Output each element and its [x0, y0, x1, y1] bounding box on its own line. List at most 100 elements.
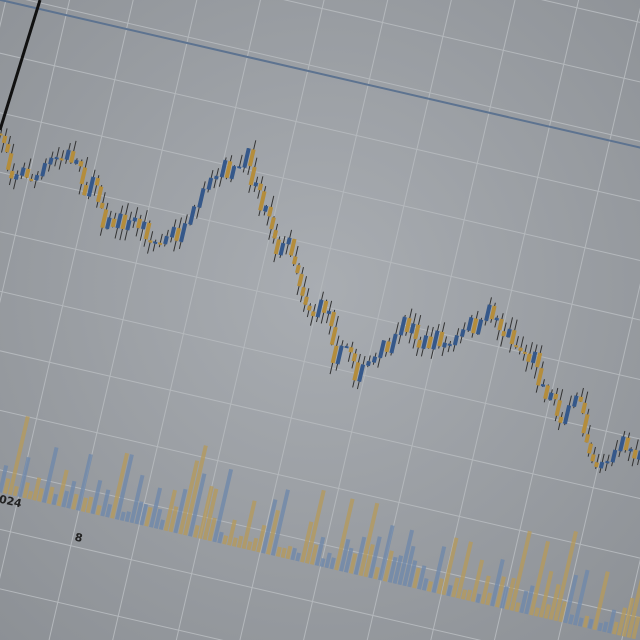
candle-body: [535, 352, 543, 368]
volume-bar: [324, 552, 332, 569]
candle-body: [286, 237, 292, 245]
candle-body: [110, 218, 117, 228]
candle-body: [572, 395, 579, 407]
candle-body: [132, 217, 138, 222]
volume-bar: [431, 546, 447, 593]
volume-bar: [266, 509, 281, 555]
candle-body: [452, 335, 459, 346]
candle-wick: [132, 207, 139, 229]
candle-wick: [518, 336, 524, 355]
candle-body: [518, 347, 523, 352]
volume-bar: [514, 602, 521, 613]
candle-body: [28, 178, 34, 182]
volume-bar: [149, 487, 163, 528]
volume-bar: [241, 500, 257, 550]
candle-wick: [637, 442, 640, 466]
volume-bar: [236, 535, 244, 549]
grid-line: [0, 206, 640, 411]
candle-body: [247, 148, 256, 167]
volume-bar: [358, 502, 380, 577]
candle-body: [494, 317, 499, 321]
candle-body: [348, 346, 354, 353]
candle-body: [623, 437, 631, 451]
volume-bar: [76, 453, 93, 511]
volume-bar: [533, 607, 540, 617]
candle-body: [188, 206, 197, 225]
candle-body: [628, 448, 633, 452]
candle-body: [267, 206, 274, 217]
volume-bar: [426, 581, 433, 592]
volume-bar: [212, 468, 234, 543]
volume-bar: [37, 487, 44, 502]
candle-body: [64, 149, 71, 161]
candle-body: [584, 433, 591, 443]
volume-bar: [412, 567, 421, 589]
volume-bar: [363, 543, 375, 578]
volume-bar: [0, 464, 9, 493]
candle-body: [540, 383, 546, 387]
volume-bar: [251, 537, 259, 552]
candle-body: [581, 413, 590, 434]
volume-bar: [538, 570, 554, 618]
candle-body: [328, 311, 337, 327]
volume-bar: [621, 597, 635, 637]
volume-bar: [421, 578, 429, 591]
candle-body: [326, 310, 332, 315]
volume-bar: [309, 544, 319, 565]
candle-body: [78, 160, 84, 167]
candle-body: [59, 157, 64, 161]
candle-body: [366, 360, 371, 367]
candle-wick: [13, 170, 19, 190]
volume-bar: [275, 546, 282, 557]
volume-bar: [382, 550, 394, 582]
volume-bar: [114, 454, 134, 520]
volume-bar: [129, 474, 145, 524]
candle-body: [99, 202, 105, 209]
grid-line: [0, 489, 640, 640]
volume-bar: [529, 540, 551, 616]
volume-bar: [66, 480, 77, 509]
volume-bar: [90, 479, 103, 515]
candle-body: [413, 324, 421, 340]
candle-body: [257, 183, 264, 191]
candle-body: [169, 226, 177, 238]
volume-bar: [543, 603, 551, 619]
candle-body: [526, 353, 532, 363]
candle-body: [13, 173, 19, 180]
volume-bar: [348, 553, 358, 574]
volume-bar: [397, 529, 415, 586]
candle-wick: [238, 154, 243, 169]
volume-bar: [2, 478, 11, 495]
grid-line: [0, 263, 640, 467]
volume-bar: [524, 585, 535, 615]
volume-bar: [378, 524, 395, 581]
volume-bar: [231, 537, 238, 547]
candle-body: [535, 367, 544, 386]
volume-bar: [494, 576, 506, 608]
candles: [0, 128, 640, 474]
volume-bar: [153, 508, 163, 529]
volume-bar: [280, 547, 287, 559]
candle-body: [295, 264, 301, 274]
candle-body: [300, 286, 306, 297]
volume-bar: [183, 445, 208, 536]
volume-bar: [465, 589, 473, 601]
candle-body: [389, 333, 398, 354]
volume-bar: [168, 506, 179, 533]
volume-bar: [587, 618, 594, 629]
candle-body: [426, 336, 434, 349]
grid-line: [0, 37, 640, 241]
candle-body: [9, 170, 15, 179]
volume-bar: [436, 578, 444, 595]
volume-bar: [470, 559, 485, 602]
volume-bar: [27, 490, 34, 500]
candle-body: [273, 239, 282, 255]
volume-bar: [124, 511, 131, 523]
volume-bar: [626, 551, 640, 638]
candle-body: [466, 316, 474, 332]
candle-body: [48, 157, 54, 165]
volume-bar: [563, 574, 579, 624]
candle-body: [437, 331, 445, 347]
candle-body: [590, 453, 596, 462]
